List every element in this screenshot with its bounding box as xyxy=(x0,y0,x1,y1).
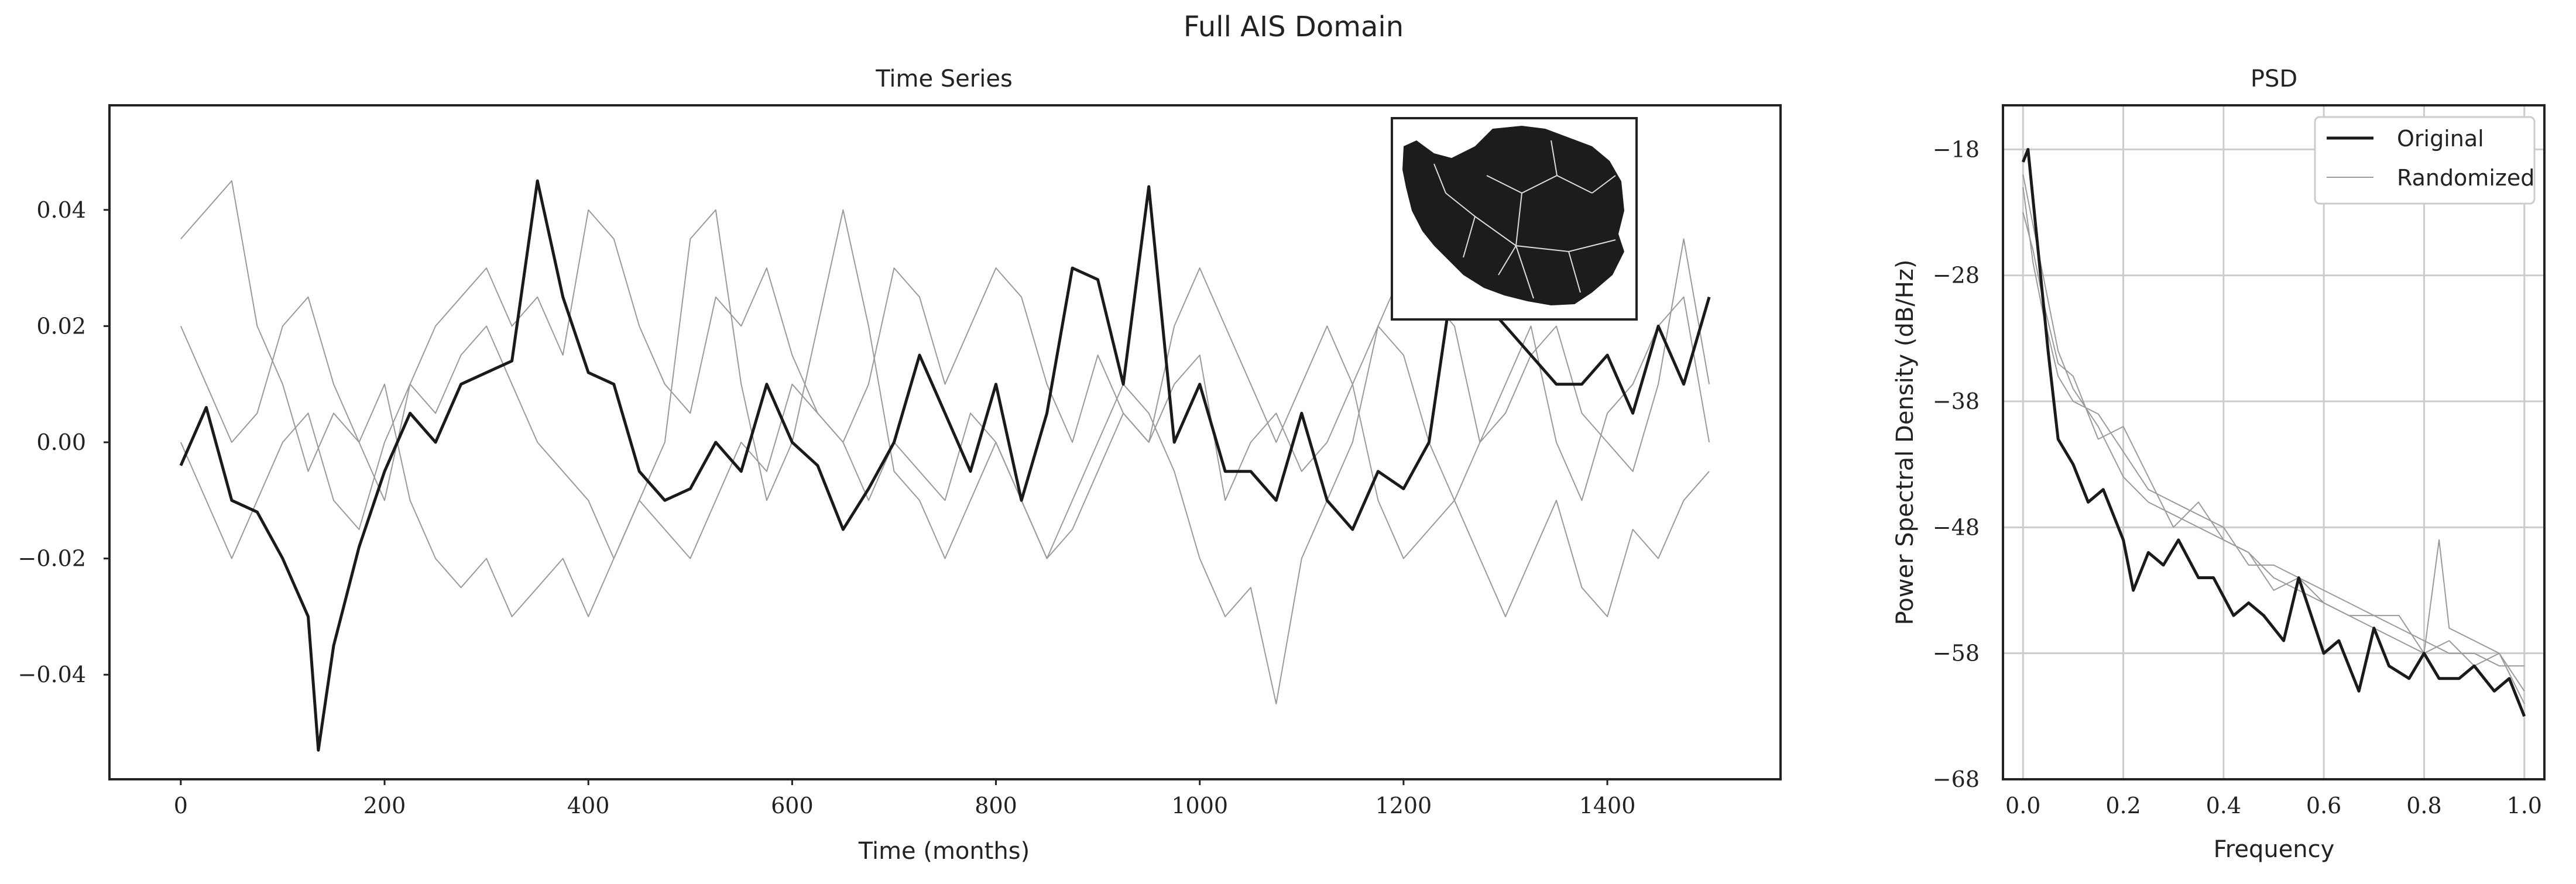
x-tick-label: 0 xyxy=(174,793,188,818)
psd-x-tick-label: 0.2 xyxy=(2105,793,2141,818)
psd-y-tick-label: −68 xyxy=(1933,766,1980,792)
psd-x-tick-label: 0.8 xyxy=(2406,793,2441,818)
psd-x-tick-label: 0.6 xyxy=(2306,793,2341,818)
time-series-y-ticks: −0.04 −0.02 0.00 0.02 0.04 xyxy=(18,197,109,687)
psd-axes-frame xyxy=(2002,104,2546,780)
psd-x-tick-label: 1.0 xyxy=(2507,793,2542,818)
psd-x-tick-label: 0.0 xyxy=(2005,793,2040,818)
antarctica-basin-lines xyxy=(1433,140,1616,299)
time-series-title: Time Series xyxy=(875,66,1013,92)
psd-line-randomized-3 xyxy=(2022,212,2525,692)
psd-y-label: Power Spectral Density (dB/Hz) xyxy=(1892,260,1919,625)
psd-y-ticks: −68 −58 −48 −38 −28 −18 xyxy=(1933,136,1980,792)
psd-x-label: Frequency xyxy=(2214,836,2335,863)
x-tick-label: 1200 xyxy=(1376,793,1432,818)
psd-y-tick-label: −48 xyxy=(1933,514,1980,540)
x-tick-label: 600 xyxy=(771,793,814,818)
psd-y-tick-label: −58 xyxy=(1933,641,1980,666)
y-tick-label: −0.04 xyxy=(18,662,86,687)
psd-y-tick-label: −38 xyxy=(1933,388,1980,414)
series-line-randomized-1 xyxy=(180,180,1710,704)
psd-lines xyxy=(2021,147,2526,717)
y-tick-label: −0.02 xyxy=(18,546,86,572)
series-line-randomized-3 xyxy=(180,209,1710,617)
x-tick-label: 400 xyxy=(567,793,610,818)
legend-randomized-label: Randomized xyxy=(2397,165,2534,191)
x-tick-label: 1400 xyxy=(1579,793,1636,818)
y-tick-label: 0.02 xyxy=(36,313,86,339)
psd-line-original xyxy=(2021,147,2526,717)
time-series-x-label: Time (months) xyxy=(858,838,1030,865)
x-tick-label: 1000 xyxy=(1171,793,1228,818)
legend-original-label: Original xyxy=(2397,126,2484,152)
psd-panel: PSD 0.0 0.2 0.4 0.6 0.8 1.0 −68 −58 −48 −38 −28 −1… xyxy=(1892,66,2546,863)
psd-legend: Original Randomized xyxy=(2314,116,2536,205)
antarctica-map-inset xyxy=(1391,117,1638,321)
y-tick-label: 0.04 xyxy=(36,197,86,223)
y-tick-label: 0.00 xyxy=(36,429,86,455)
antarctica-landmass xyxy=(1402,126,1624,305)
psd-x-ticks: 0.0 0.2 0.4 0.6 0.8 1.0 xyxy=(2005,793,2542,818)
figure-suptitle: Full AIS Domain xyxy=(1184,11,1404,43)
psd-title: PSD xyxy=(2251,66,2297,92)
psd-line-randomized-2 xyxy=(2022,187,2525,704)
psd-x-tick-label: 0.4 xyxy=(2206,793,2241,818)
psd-y-tick-label: −18 xyxy=(1933,136,1980,162)
x-tick-label: 800 xyxy=(975,793,1017,818)
time-series-x-ticks: 0 200 400 600 800 1000 1200 1400 xyxy=(174,779,1636,818)
psd-y-tick-label: −28 xyxy=(1933,263,1980,288)
x-tick-label: 200 xyxy=(363,793,406,818)
time-series-panel: Time Series 0 200 400 600 800 1000 1200 1400 −0… xyxy=(18,66,1782,865)
